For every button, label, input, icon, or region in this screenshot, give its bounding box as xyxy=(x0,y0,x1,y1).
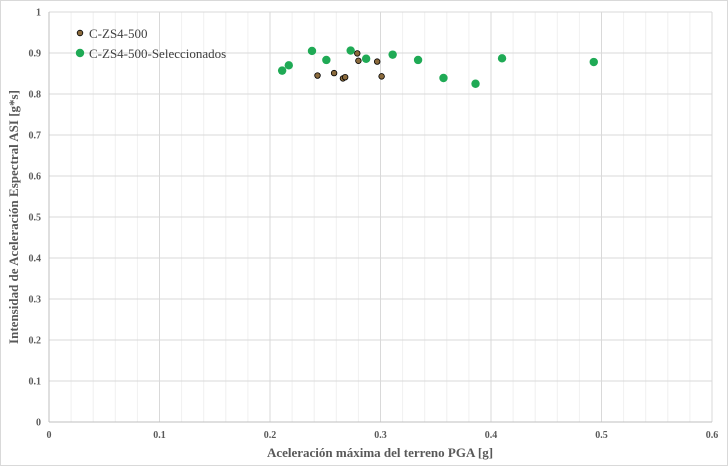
x-tick-label: 0.4 xyxy=(485,430,498,441)
data-point-c-zs4-500 xyxy=(354,50,361,57)
y-axis-title: Intensidad de Aceleración Espectral ASI … xyxy=(6,90,21,344)
y-tick-label: 0 xyxy=(36,418,41,429)
data-point-seleccionados xyxy=(439,73,448,83)
data-point-c-zs4-500 xyxy=(341,73,349,81)
x-axis-title: Aceleración máxima del terreno PGA [g] xyxy=(267,445,493,460)
major-gridlines xyxy=(49,11,713,422)
legend-marker-c-zs4-500 xyxy=(76,29,84,37)
x-tick-label: 0.1 xyxy=(153,430,166,441)
data-point-seleccionados xyxy=(277,66,287,75)
y-tick-label: 0.2 xyxy=(29,336,42,347)
data-point-c-zs4-500 xyxy=(330,69,338,77)
data-points xyxy=(277,46,598,88)
data-point-c-zs4-500 xyxy=(314,72,321,79)
y-tick-label: 0.7 xyxy=(29,131,42,142)
y-tick-labels: 0 0.1 0.2 0.3 0.4 0.5 0.6 0.7 0.8 0.9 1 xyxy=(29,8,42,429)
y-tick-label: 0.9 xyxy=(29,49,42,60)
x-tick-labels: 0 0.1 0.2 0.3 0.4 0.5 0.6 xyxy=(47,430,719,441)
data-point-seleccionados xyxy=(322,55,331,65)
data-point-seleccionados xyxy=(388,50,397,59)
y-tick-label: 0.8 xyxy=(29,90,42,101)
x-tick-label: 0.6 xyxy=(706,430,719,441)
legend-label-c-zs4-500: C-ZS4-500 xyxy=(89,26,148,41)
data-point-seleccionados xyxy=(471,79,480,88)
data-point-seleccionados xyxy=(284,61,293,70)
data-point-seleccionados xyxy=(361,54,371,63)
y-tick-label: 1 xyxy=(36,8,41,19)
y-tick-label: 0.3 xyxy=(29,295,42,306)
legend-item-c-zs4-500-seleccionados: C-ZS4-500-Seleccionados xyxy=(75,46,226,61)
x-tick-label: 0.5 xyxy=(595,430,608,441)
legend-label-c-zs4-500-seleccionados: C-ZS4-500-Seleccionados xyxy=(89,46,226,61)
y-tick-label: 0.1 xyxy=(29,377,42,388)
axes xyxy=(48,12,712,423)
legend-marker-c-zs4-500-seleccionados xyxy=(75,48,85,58)
legend-item-c-zs4-500: C-ZS4-500 xyxy=(76,26,148,41)
y-tick-label: 0.6 xyxy=(29,172,42,183)
data-point-seleccionados xyxy=(589,57,598,67)
data-point-c-zs4-500 xyxy=(355,57,362,64)
y-tick-label: 0.4 xyxy=(29,254,42,265)
legend: C-ZS4-500 C-ZS4-500-Seleccionados xyxy=(75,26,226,61)
y-tick-label: 0.5 xyxy=(29,213,42,224)
x-tick-label: 0.3 xyxy=(374,430,387,441)
data-point-c-zs4-500 xyxy=(378,73,385,80)
data-point-seleccionados xyxy=(307,46,317,56)
x-tick-label: 0 xyxy=(47,430,52,441)
data-point-seleccionados xyxy=(413,55,423,65)
data-point-seleccionados xyxy=(346,46,355,55)
data-point-c-zs4-500 xyxy=(373,58,381,65)
x-tick-label: 0.2 xyxy=(264,430,277,441)
data-point-seleccionados xyxy=(497,54,507,63)
